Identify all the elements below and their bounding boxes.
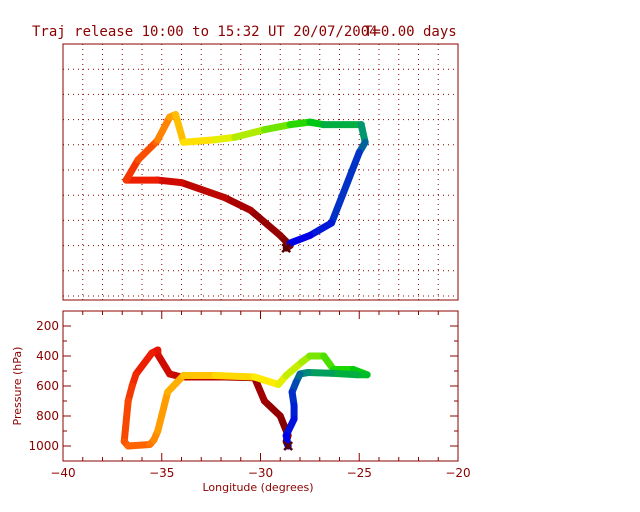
trajectory-segment	[154, 388, 172, 435]
x-tick-label: −25	[347, 466, 372, 480]
trajectory-segment	[154, 351, 174, 378]
trajectory-segment	[221, 194, 255, 214]
x-tick-label: −30	[248, 466, 273, 480]
x-tick-label: −20	[445, 466, 470, 480]
trajectory-segment	[286, 232, 314, 247]
trajectory-segment	[260, 397, 284, 420]
vertical-axes: −40 −35 −30 −25 −20 200 400 600 800 1000	[28, 311, 471, 480]
release-point-marker	[281, 243, 292, 254]
trajectory-segment	[120, 397, 132, 445]
trajectory-segment	[304, 369, 336, 377]
trajectory-segment	[132, 349, 156, 378]
y-axis-label: Pressure (hPa)	[11, 347, 24, 426]
map-trajectory	[122, 111, 369, 254]
trajectory-segment	[134, 138, 160, 164]
trajectory-segment	[178, 179, 229, 202]
trajectory-segment	[251, 373, 282, 388]
trajectory-segment	[260, 121, 294, 134]
y-tick-label: 600	[36, 379, 59, 393]
y-tick-label: 200	[36, 319, 59, 333]
trajectory-segment	[179, 136, 219, 146]
time-label: T=0.00 days	[364, 24, 457, 40]
map-gridlines	[63, 44, 458, 300]
chart-title: Traj release 10:00 to 15:32 UT 20/07/200…	[32, 24, 378, 40]
trajectory-segment	[211, 372, 259, 381]
vertical-trajectory	[120, 346, 371, 451]
trajectory-segment	[122, 156, 142, 184]
y-tick-label: 400	[36, 349, 59, 363]
trajectory-segment	[328, 369, 361, 379]
trajectory-segment	[154, 113, 174, 144]
x-tick-label: −40	[50, 466, 75, 480]
trajectory-segment	[231, 126, 268, 141]
trajectory-segment	[306, 219, 336, 240]
trajectory-segment	[247, 206, 284, 240]
release-point-marker	[283, 441, 294, 451]
map-panel-frame	[62, 43, 459, 301]
trajectory-segment	[164, 372, 187, 396]
trajectory-segment	[124, 441, 154, 450]
trajectory-segment	[154, 176, 185, 187]
x-tick-label: −35	[149, 466, 174, 480]
trajectory-segment	[328, 148, 363, 227]
trajectory-segment	[172, 111, 187, 146]
y-tick-label: 800	[36, 409, 59, 423]
x-axis-label: Longitude (degrees)	[202, 481, 313, 494]
trajectory-segment	[251, 374, 268, 405]
y-tick-label: 1000	[28, 439, 59, 453]
